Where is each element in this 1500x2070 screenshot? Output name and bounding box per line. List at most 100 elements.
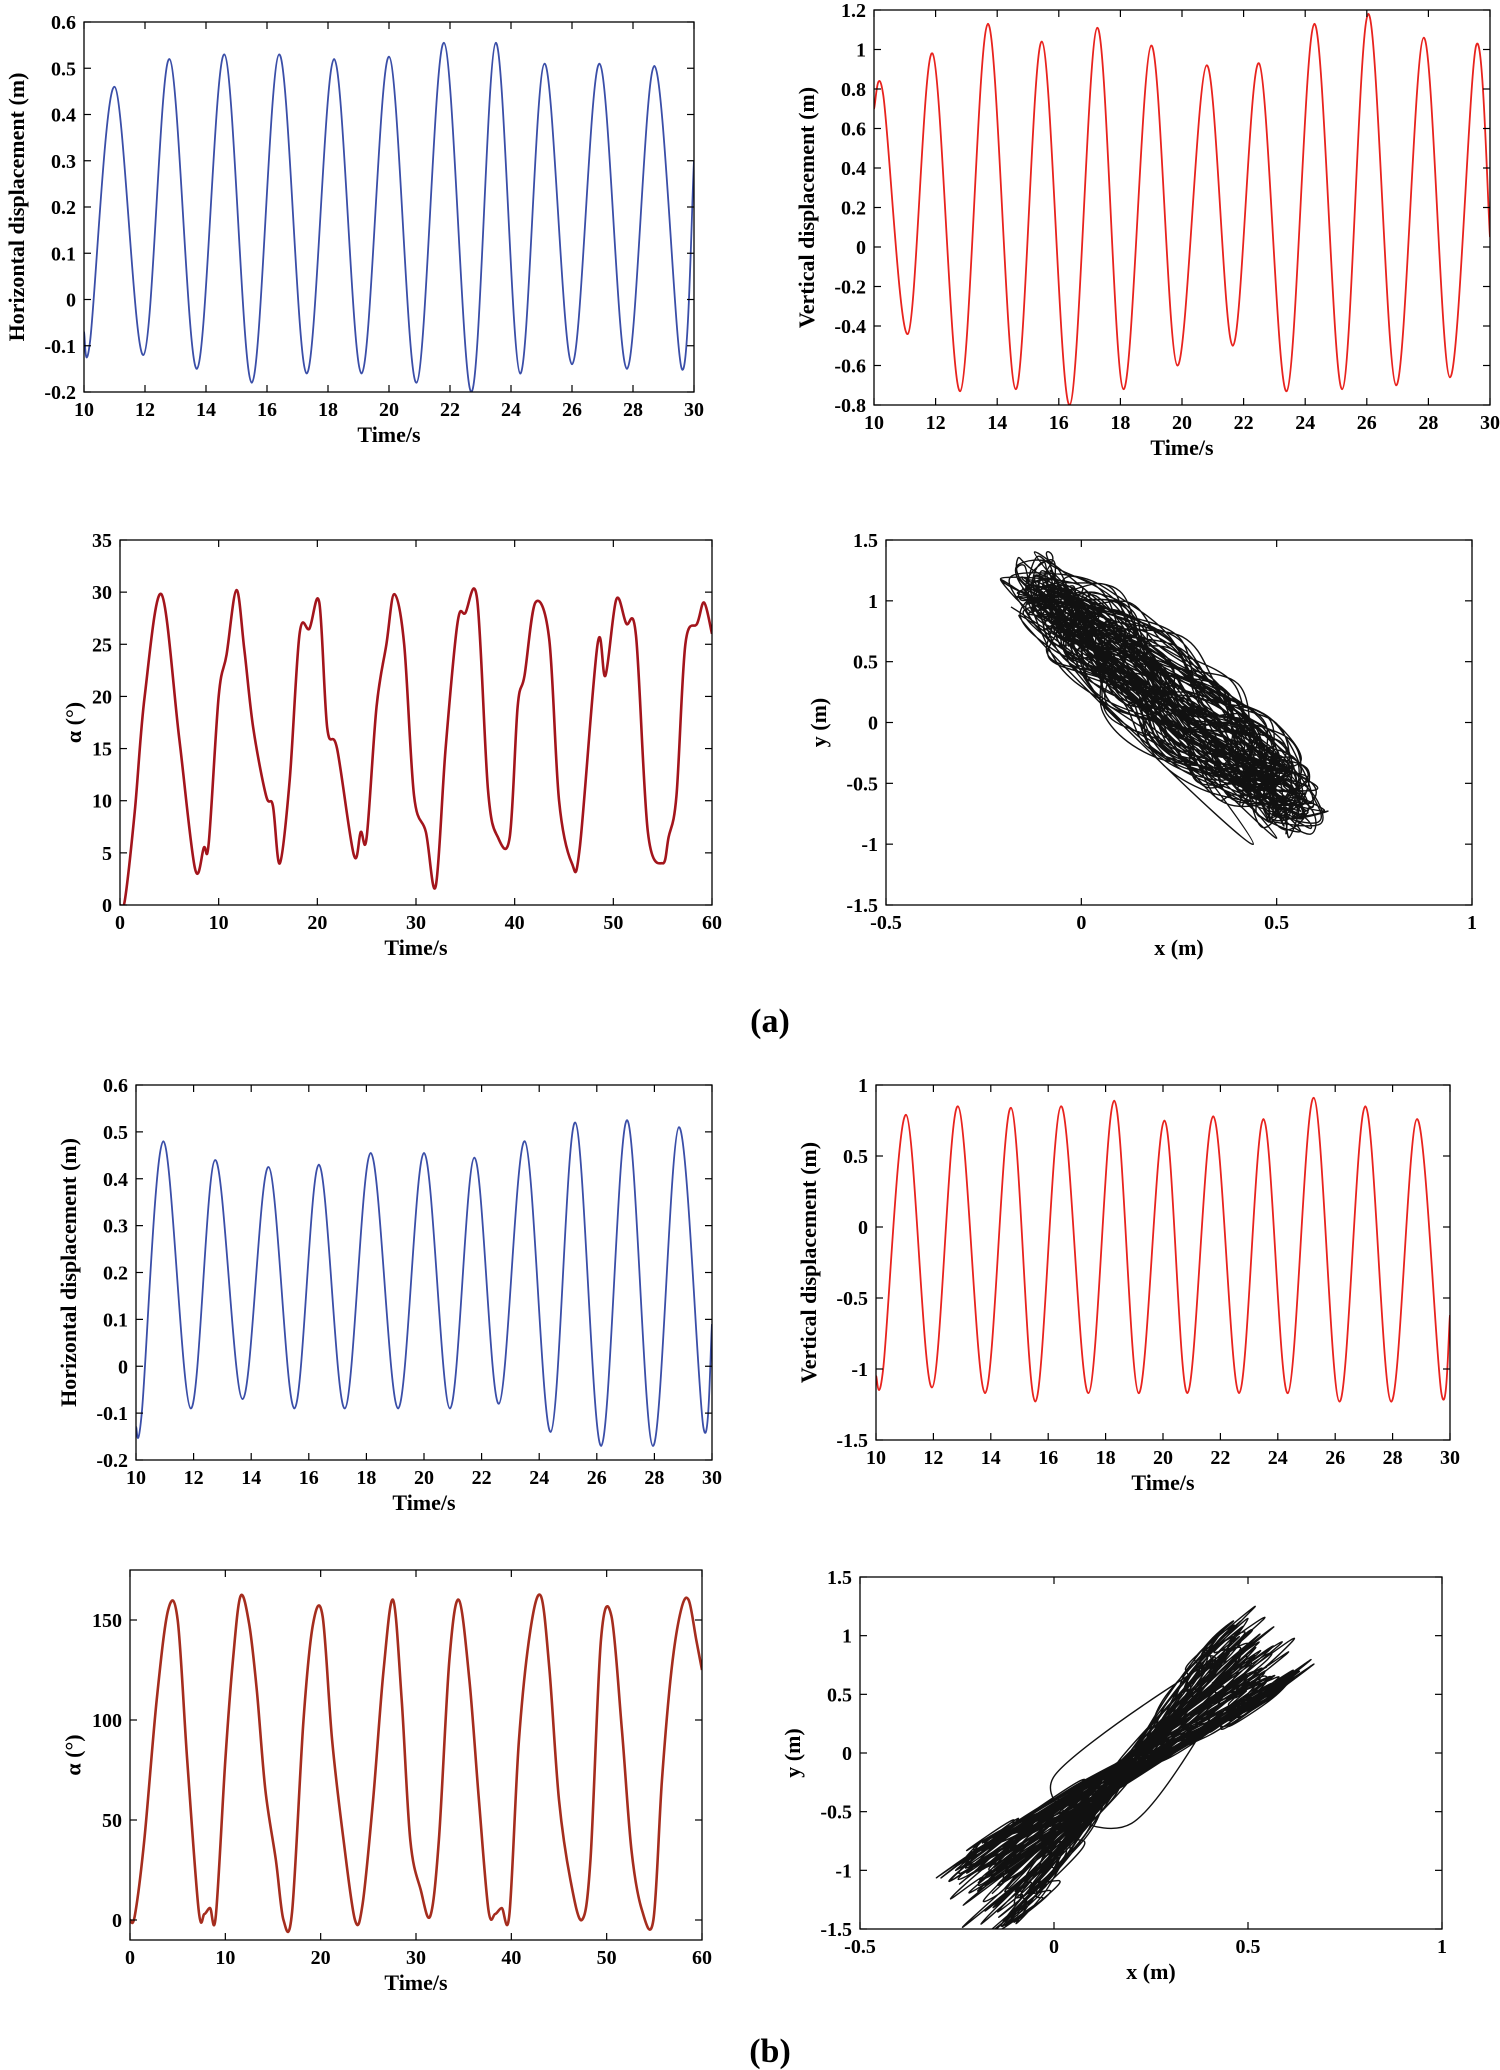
x-tick-label: -0.5 xyxy=(844,1936,876,1958)
x-tick-label: 10 xyxy=(74,399,94,421)
y-axis-label: y (m) xyxy=(806,698,831,747)
chart-b-horizontal: 10 12 14 16 18 20 22 24 26 28 30 -0.2 -0.1 0 0.1 0.2 0.3… xyxy=(56,1075,722,1515)
x-tick-label: 0 xyxy=(1049,1936,1059,1958)
y-tick-label: 1.2 xyxy=(841,0,866,22)
x-tick-label: 12 xyxy=(926,412,946,434)
y-tick-label: 0.5 xyxy=(853,652,878,674)
x-tick-label: 40 xyxy=(505,912,525,934)
x-tick-label: 28 xyxy=(1383,1447,1403,1469)
x-tick-label: 28 xyxy=(644,1467,664,1489)
series-horizontal-b-horizontal xyxy=(136,1119,712,1447)
x-tick-label: 10 xyxy=(215,1947,235,1969)
x-tick-label: 26 xyxy=(562,399,582,421)
x-tick-label: 12 xyxy=(923,1447,943,1469)
y-tick-label: -0.4 xyxy=(834,316,866,338)
y-tick-label: -0.5 xyxy=(846,773,878,795)
y-tick-label: -1.5 xyxy=(836,1430,868,1452)
y-tick-label: -1 xyxy=(851,1359,868,1381)
x-tick-label: 20 xyxy=(414,1467,434,1489)
x-tick-label: 20 xyxy=(311,1947,331,1969)
x-tick-label: 30 xyxy=(684,399,704,421)
chart-b-xy: -0.5 0 0.5 1 -1.5 -1 -0.5 0 0.5 1 1.5 x (m) y (m) xyxy=(780,1567,1447,1984)
x-tick-label: 16 xyxy=(1038,1447,1058,1469)
plots-layer: 10 12 14 16 18 20 22 24 26 28 30-0.2-0.100.10.20.3… xyxy=(4,0,1500,1995)
x-axis-label: Time/s xyxy=(384,1970,448,1995)
x-tick-label: 24 xyxy=(529,1467,549,1489)
y-tick-label: 0.6 xyxy=(51,12,76,34)
x-tick-label: 10 xyxy=(126,1467,146,1489)
y-tick-label: 30 xyxy=(92,582,112,604)
y-tick-label: 0 xyxy=(66,290,76,312)
x-tick-label: 26 xyxy=(1325,1447,1345,1469)
y-tick-label: -0.1 xyxy=(96,1403,128,1425)
y-tick-label: 0 xyxy=(102,895,112,917)
y-tick-label: 1 xyxy=(856,40,866,62)
y-tick-label: -1.5 xyxy=(846,895,878,917)
x-tick-label: 30 xyxy=(406,1947,426,1969)
y-tick-label: 1 xyxy=(868,591,878,613)
y-tick-label: 0.1 xyxy=(51,243,76,265)
x-tick-label: 30 xyxy=(406,912,426,934)
y-tick-label: -0.6 xyxy=(834,356,866,378)
x-axis-label: x (m) xyxy=(1154,935,1203,960)
x-tick-label: 18 xyxy=(356,1467,376,1489)
x-tick-label: 50 xyxy=(597,1947,617,1969)
x-tick-label: 18 xyxy=(1096,1447,1116,1469)
y-tick-label: 10 xyxy=(92,791,112,813)
x-tick-label: 60 xyxy=(692,1947,712,1969)
y-tick-label: 50 xyxy=(102,1810,122,1832)
x-tick-label: 10 xyxy=(864,412,884,434)
axes-frame xyxy=(135,1084,713,1461)
y-axis-label: α (°) xyxy=(61,702,86,743)
y-axis-label: α (°) xyxy=(61,1734,86,1775)
panel-label-a: (a) xyxy=(750,1003,790,1040)
series-trajectory-b-xy xyxy=(935,1605,1315,1929)
chart-a-horizontal: 10 12 14 16 18 20 22 24 26 28 30 -0.2 -0.1 0 0.1 0.2 0.3… xyxy=(4,12,704,447)
x-tick-label: 0.5 xyxy=(1236,1936,1261,1958)
x-axis-label: Time/s xyxy=(357,422,421,447)
y-tick-label: 0 xyxy=(118,1356,128,1378)
y-tick-label: 0.4 xyxy=(51,105,76,127)
x-tick-label: 22 xyxy=(440,399,460,421)
series-vertical-b-vertical xyxy=(876,1096,1450,1403)
x-axis-label: Time/s xyxy=(392,1490,456,1515)
y-tick-label: 1 xyxy=(842,1626,852,1648)
y-tick-label: -0.8 xyxy=(834,395,866,417)
y-tick-label: -1 xyxy=(861,834,878,856)
y-tick-label: 0.2 xyxy=(103,1263,128,1285)
y-axis-label: y (m) xyxy=(780,1728,805,1777)
y-tick-label: 0.6 xyxy=(841,119,866,141)
y-tick-label: 0.1 xyxy=(103,1309,128,1331)
y-axis-label: Horizontal displacement (m) xyxy=(56,1138,81,1407)
series-horizontal-a-horizontal xyxy=(84,41,694,392)
y-tick-label: 0.4 xyxy=(103,1169,128,1191)
chart-a-alpha: 0 10 20 30 40 50 60 0 5 10 15 20 25 30 35 Time/s α (°) xyxy=(61,530,722,960)
y-axis-label: Vertical displacement (m) xyxy=(796,1142,821,1383)
y-tick-label: 150 xyxy=(92,1610,122,1632)
y-tick-label: 5 xyxy=(102,843,112,865)
x-axis-label: Time/s xyxy=(1131,1470,1195,1495)
x-tick-label: 16 xyxy=(299,1467,319,1489)
x-tick-label: 14 xyxy=(196,399,216,421)
y-tick-label: 0 xyxy=(112,1910,122,1932)
x-tick-label: 18 xyxy=(1110,412,1130,434)
x-tick-label: 0 xyxy=(115,912,125,934)
x-tick-label: 0.5 xyxy=(1264,912,1289,934)
y-tick-label: 25 xyxy=(92,634,112,656)
y-tick-label: -0.5 xyxy=(820,1802,852,1824)
x-tick-label: 24 xyxy=(1295,412,1315,434)
x-tick-label: 26 xyxy=(1357,412,1377,434)
x-tick-label: 20 xyxy=(379,399,399,421)
x-tick-label: 22 xyxy=(472,1467,492,1489)
y-tick-label: 15 xyxy=(92,739,112,761)
x-tick-label: 20 xyxy=(307,912,327,934)
x-tick-label: 16 xyxy=(257,399,277,421)
chart-a-xy: -0.5 0 0.5 1 -1.5 -1 -0.5 0 0.5 1 1.5 x (m) y (m) xyxy=(806,530,1477,960)
x-tick-label: 14 xyxy=(987,412,1007,434)
y-tick-label: 35 xyxy=(92,530,112,552)
y-tick-label: -1 xyxy=(835,1860,852,1882)
y-tick-label: -0.5 xyxy=(836,1288,868,1310)
y-axis-label: Horizontal displacement (m) xyxy=(4,73,29,342)
x-tick-label: 0 xyxy=(1076,912,1086,934)
